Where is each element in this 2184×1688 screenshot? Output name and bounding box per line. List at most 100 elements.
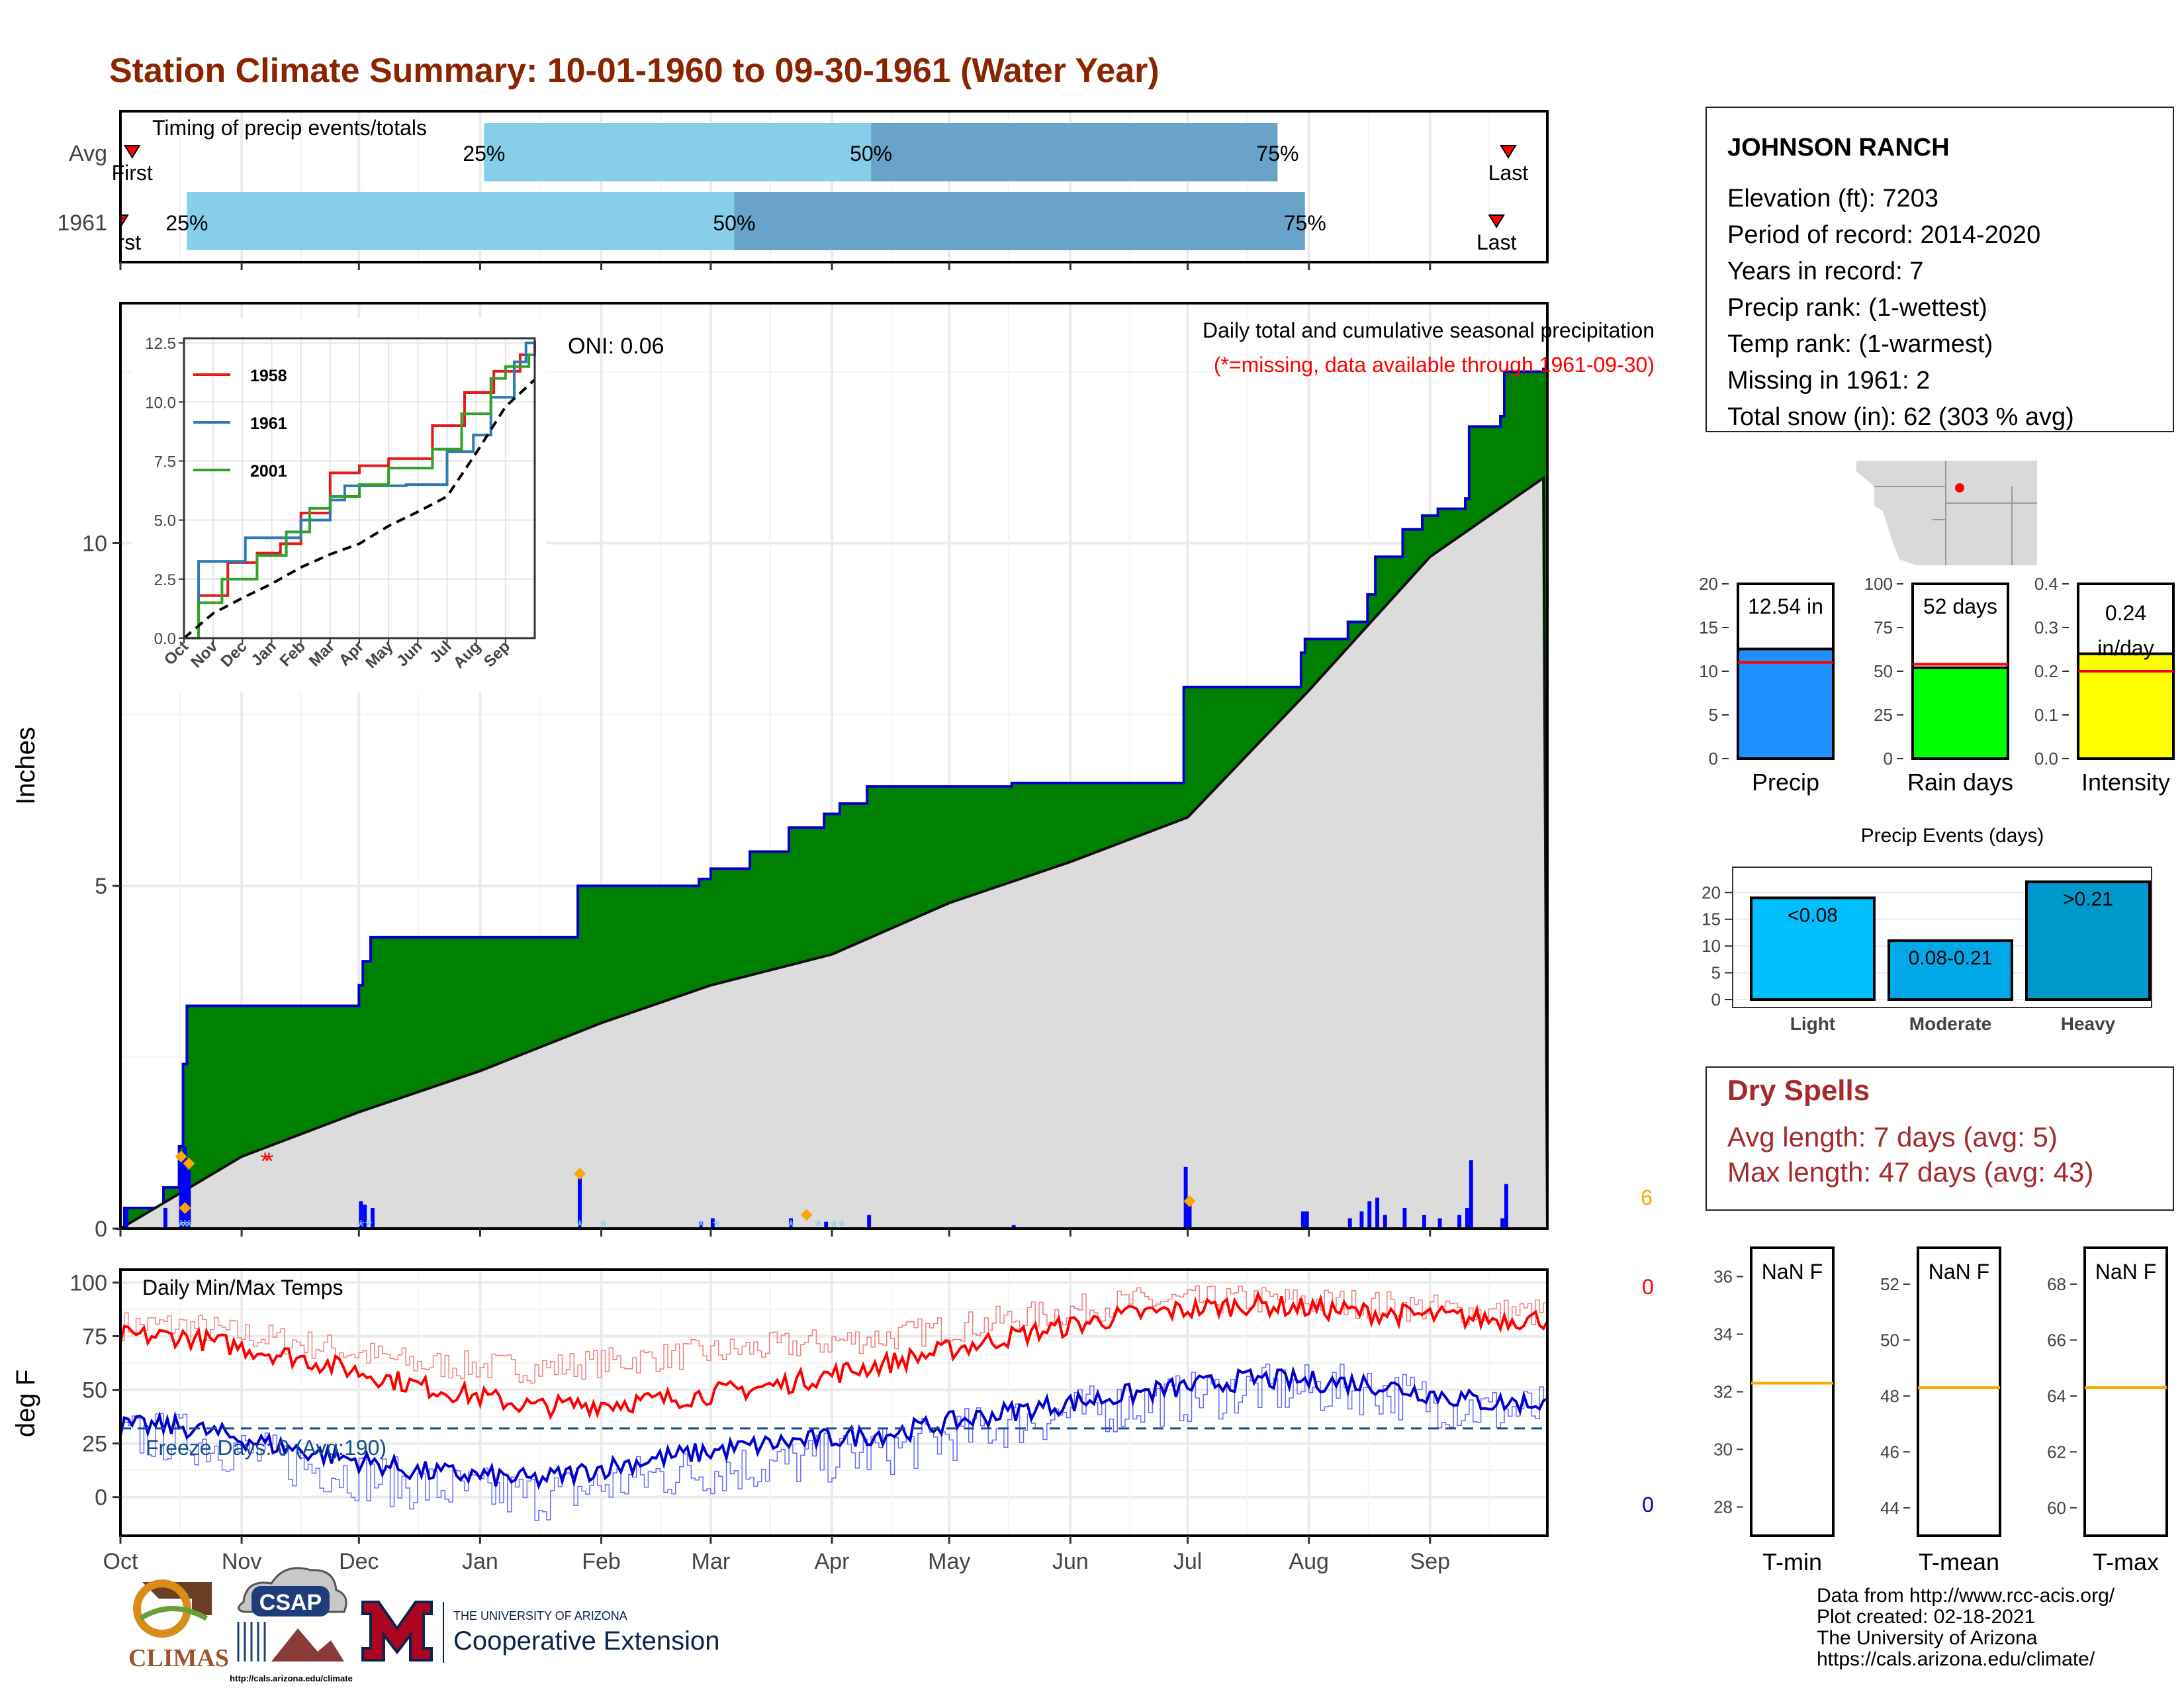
map-ocean-region	[1841, 461, 1916, 565]
events-bar-heavy	[2025, 880, 2151, 1002]
map-state-border-east	[1933, 487, 2037, 565]
timing-label-50: 50%	[850, 142, 892, 165]
snow-amount-marker	[175, 1150, 187, 1163]
min-temp-line	[119, 1366, 1548, 1490]
max-temp-line	[119, 1290, 1549, 1421]
gauge-bar-0	[1737, 647, 1835, 760]
snow-marker: *	[357, 1216, 365, 1237]
inset-line-2001	[184, 352, 536, 639]
gauge-tick-label-1: 75	[1874, 618, 1893, 637]
temp-gauge-value-2: NaN F	[2095, 1260, 2156, 1284]
station-line-temp-rank: Temp rank: (1-warmest)	[1727, 330, 1993, 358]
daily-precip-bar	[1469, 1160, 1473, 1229]
month-label-jul: Jul	[1173, 1549, 1202, 1574]
gauge-value-label-1: 52 days	[1923, 594, 1997, 618]
min-temp-count: 0	[1642, 1493, 1654, 1517]
month-label-jun: Jun	[1052, 1549, 1089, 1574]
missing-data-marker: *	[261, 1147, 270, 1174]
csap-badge	[251, 1586, 330, 1617]
temp-gauge-tick-label-2: 60	[2047, 1498, 2066, 1518]
precip-title-line1: Daily total and cumulative seasonal prec…	[1203, 318, 1655, 342]
inset-y-tick-label: 10.0	[145, 394, 176, 412]
station-line-precip-rank: Precip rank: (1-wettest)	[1727, 294, 1987, 322]
temp-y-tick-label: 50	[82, 1378, 107, 1403]
climas-logo: CLIMAS	[128, 1579, 229, 1672]
dry-spells-frame	[1706, 1066, 2174, 1211]
station-line-years: Years in record: 7	[1727, 258, 1923, 285]
daily-precip-bar	[179, 1156, 183, 1229]
month-label-feb: Feb	[582, 1549, 621, 1574]
dry-spells-avg-line: Avg length: 7 days (avg: 5)	[1727, 1121, 2058, 1152]
events-y-tick-label: 5	[1711, 963, 1721, 983]
temp-gauge-value-1: NaN F	[1929, 1260, 1989, 1284]
snow-amount-marker	[183, 1157, 195, 1170]
snow-marker: *	[576, 1216, 584, 1237]
oni-label: ONI: 0.06	[568, 334, 664, 359]
daily-precip-bar	[1504, 1184, 1508, 1229]
events-bar-label-moderate: 0.08-0.21	[1909, 947, 1993, 969]
timing-label-25: 25%	[165, 211, 208, 235]
timing-panel-label: Timing of precip events/totals	[152, 116, 427, 140]
events-category-light: Light	[1790, 1013, 1835, 1034]
temp-gauge-tick-label-2: 62	[2047, 1442, 2066, 1462]
daily-precip-bar	[1375, 1197, 1380, 1229]
temp-gauge-tick-label-2: 66	[2047, 1330, 2066, 1350]
inset-y-tick-label: 2.5	[154, 571, 176, 589]
precip-panel-frame	[119, 302, 1549, 1230]
inset-y-tick-label: 0.0	[154, 630, 176, 648]
daily-precip-bar	[1367, 1201, 1372, 1229]
temp-gauge-frame-1	[1917, 1246, 2001, 1537]
month-label-nov: Nov	[222, 1549, 261, 1574]
precip-panel: *** * * * * * * * * * *** 0 5 10 Inches Daily total …	[11, 302, 1655, 1242]
station-line-snow: Total snow (in): 62 (303 % avg)	[1727, 403, 2074, 431]
temp-y-tick-label: 75	[82, 1325, 107, 1350]
temp-gauge-tick-label-1: 52	[1880, 1274, 1899, 1294]
daily-precip-bar	[183, 1146, 187, 1229]
timing-row-label-year: 1961	[57, 211, 107, 236]
ua-line2: Cooperative Extension	[453, 1626, 719, 1656]
locator-map	[1841, 461, 2037, 565]
daily-precip-bar	[363, 1204, 367, 1229]
daily-precip-bar	[1011, 1225, 1016, 1229]
csap-text: CSAP	[259, 1590, 322, 1615]
gauge-tick-label-1: 0	[1884, 749, 1893, 769]
daily-precip-bar	[1304, 1211, 1309, 1229]
timing-clip-mask	[99, 199, 119, 262]
climas-logo-swoosh	[138, 1606, 208, 1621]
station-line-missing: Missing in 1961: 2	[1727, 367, 1930, 395]
inset-line-average	[183, 378, 536, 639]
precip-y-tick-label: 5	[95, 874, 107, 899]
precip-markers: *** * * * * * * * * * ***	[175, 1147, 1196, 1237]
last-event-label: Last	[1488, 161, 1529, 185]
first-event-marker	[123, 145, 141, 159]
csap-mountain	[271, 1628, 344, 1662]
dry-spells-box: Dry Spells Avg length: 7 days (avg: 5) M…	[1706, 1066, 2174, 1211]
climas-logo-text: CLIMAS	[128, 1644, 229, 1672]
temp-gauge-name-0: T-min	[1762, 1548, 1822, 1575]
timing-bar-25-50	[187, 192, 735, 250]
gauge-tick-label-2: 0.0	[2034, 749, 2058, 769]
snow-marker: *	[838, 1216, 845, 1237]
gauge-tick-label-2: 0.3	[2034, 618, 2058, 637]
summary-bar-gauges: 0 5 10 15 20 12.54 in Precip 0 25 50 75 100 52 days R…	[1699, 574, 2175, 796]
temp-gauge-tick-label-1: 50	[1880, 1330, 1899, 1350]
month-label-apr: Apr	[815, 1549, 850, 1574]
gauge-tick-label-0: 10	[1699, 661, 1718, 681]
events-chart-title: Precip Events (days)	[1861, 825, 2044, 847]
month-label-mar: Mar	[692, 1549, 731, 1574]
daily-precip-bar	[1183, 1166, 1188, 1229]
csap-url: http://cals.arizona.edu/climate	[230, 1673, 353, 1683]
last-event-marker	[1500, 145, 1517, 159]
station-info-box: JOHNSON RANCH Elevation (ft): 7203 Perio…	[1706, 107, 2174, 432]
footer-line-data-source: Data from http://www.rcc-acis.org/	[1817, 1585, 2115, 1607]
gauge-name-0: Precip	[1752, 769, 1819, 796]
month-axis: Oct Nov Dec Jan Feb Mar Apr May Jun Jul Aug Sep	[103, 262, 1450, 1574]
station-line-elevation: Elevation (ft): 7203	[1727, 185, 1938, 212]
daily-precip-bar	[1500, 1218, 1505, 1229]
temp-gauge-name-2: T-max	[2093, 1548, 2159, 1575]
timing-label-75: 75%	[1284, 211, 1326, 235]
month-label-oct: Oct	[103, 1549, 138, 1574]
temp-gauge-frame-0	[1750, 1246, 1835, 1537]
daily-precip-bar	[1347, 1218, 1352, 1229]
